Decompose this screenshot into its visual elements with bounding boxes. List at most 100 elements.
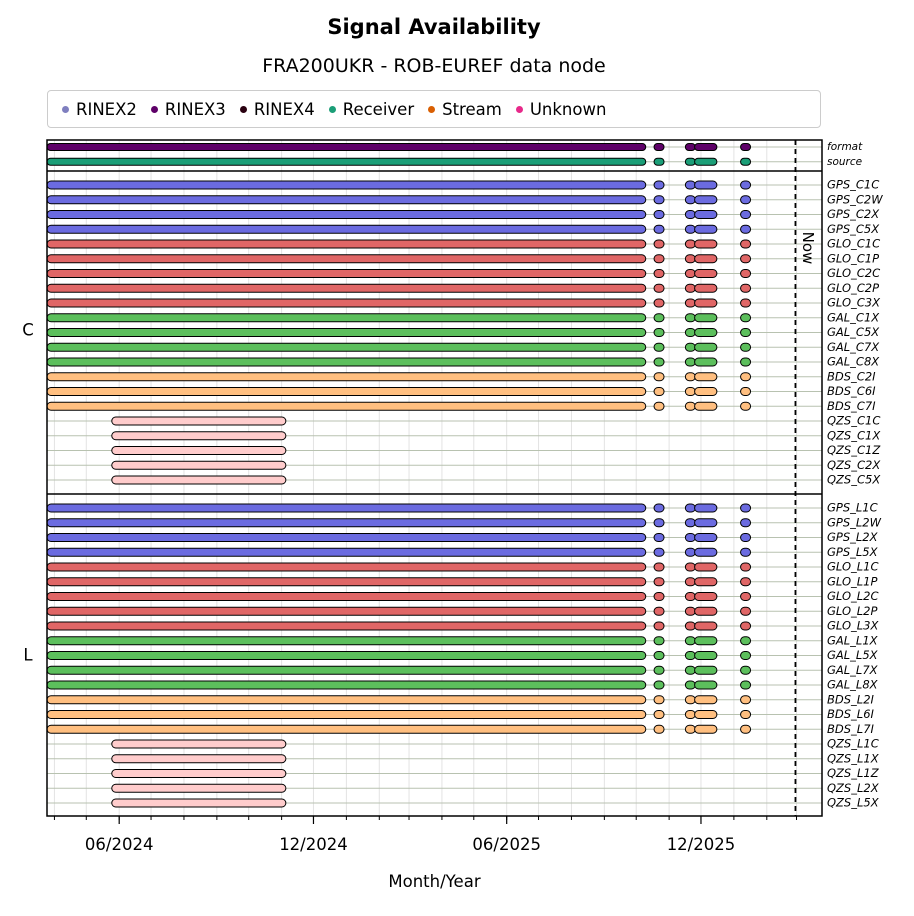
row-label: GPS_C5X [827, 222, 880, 236]
availability-bar [694, 269, 718, 278]
availability-bar [694, 577, 718, 587]
availability-bar [653, 621, 665, 631]
availability-bar [684, 269, 696, 278]
availability-bar [653, 503, 665, 513]
availability-bar [684, 606, 696, 616]
availability-bar [46, 387, 647, 396]
availability-bar [684, 636, 696, 646]
availability-bar [46, 636, 647, 646]
availability-bar [684, 401, 696, 411]
availability-bar [740, 636, 752, 646]
chart-title: Signal Availability [327, 15, 541, 39]
availability-bar [694, 651, 718, 660]
availability-bar [694, 342, 718, 352]
availability-bar [694, 283, 718, 293]
availability-bar [46, 680, 647, 690]
row-label: BDS_C2I [827, 369, 876, 383]
availability-bar [740, 143, 752, 151]
availability-bar [740, 592, 752, 601]
availability-bar [653, 592, 665, 601]
availability-bar [46, 518, 647, 528]
availability-bar [684, 210, 696, 219]
availability-bar [694, 636, 718, 646]
row-label: GAL_L1X [827, 633, 879, 647]
legend-marker [150, 105, 158, 113]
availability-bar [46, 157, 647, 166]
availability-bar [694, 239, 718, 249]
availability-bar [740, 357, 752, 367]
availability-bar [694, 254, 718, 264]
availability-bar [684, 695, 696, 705]
availability-bar [740, 210, 752, 219]
availability-bar [684, 562, 696, 572]
availability-bar [653, 577, 665, 587]
availability-bar [694, 533, 718, 542]
availability-bar [653, 562, 665, 572]
chart-subtitle: FRA200UKR - ROB-EUREF data node [262, 55, 606, 77]
row-label: format [827, 141, 863, 153]
row-label: GAL_C5X [827, 325, 880, 339]
availability-bar [694, 180, 718, 190]
availability-bar [111, 446, 287, 455]
availability-bar [653, 224, 665, 234]
availability-bar [653, 606, 665, 616]
availability-bar [694, 387, 718, 396]
availability-bar [46, 533, 647, 542]
availability-bar [694, 547, 718, 557]
legend-item-rinex4: RINEX4 [239, 100, 315, 119]
availability-bar [684, 621, 696, 631]
availability-bar [740, 313, 752, 323]
availability-bar [740, 651, 752, 660]
availability-bar [684, 518, 696, 528]
availability-bar [740, 254, 752, 264]
row-label: QZS_L1C [827, 737, 879, 751]
legend-marker [515, 105, 523, 113]
row-label: QZS_L1X [827, 751, 880, 765]
legend-item-receiver: Receiver [328, 100, 414, 119]
availability-bar [46, 328, 647, 337]
availability-bar [740, 387, 752, 396]
availability-bar [46, 562, 647, 572]
availability-bar [740, 518, 752, 528]
availability-bar [694, 357, 718, 367]
row-label: QZS_C1Z [827, 443, 881, 457]
availability-bar [694, 313, 718, 323]
x-tick-label: 06/2024 [85, 835, 154, 854]
availability-bar [740, 224, 752, 234]
availability-bar [740, 724, 752, 734]
row-label: GAL_C8X [827, 355, 880, 369]
row-label: GLO_L1C [827, 560, 879, 574]
availability-bar [694, 518, 718, 528]
row-label: QZS_L2X [827, 781, 880, 795]
row-label: GPS_C2W [827, 192, 883, 206]
availability-bar [46, 547, 647, 557]
legend-label: RINEX2 [76, 99, 137, 119]
availability-bar [46, 269, 647, 278]
availability-bar [46, 651, 647, 660]
availability-bar [740, 342, 752, 352]
row-label: QZS_C1C [827, 414, 880, 428]
availability-bar [694, 195, 718, 205]
availability-bar [46, 606, 647, 616]
availability-bar [653, 210, 665, 219]
availability-bar [740, 547, 752, 557]
legend-label: RINEX3 [164, 99, 226, 119]
availability-bar [46, 313, 647, 323]
availability-bar [694, 210, 718, 219]
row-label: GAL_L5X [827, 648, 879, 662]
availability-bar [740, 180, 752, 190]
availability-bar [46, 143, 647, 151]
availability-bar [684, 283, 696, 293]
row-label: GPS_L1C [827, 501, 878, 515]
availability-bar [111, 475, 287, 485]
availability-bar [653, 254, 665, 264]
availability-bar [740, 503, 752, 513]
availability-bar [740, 328, 752, 337]
availability-bar [111, 798, 287, 808]
availability-bar [684, 724, 696, 734]
availability-bar [46, 710, 647, 719]
row-label: GLO_C2C [827, 266, 880, 280]
row-label: GPS_L5X [827, 545, 879, 559]
availability-bar [740, 195, 752, 205]
